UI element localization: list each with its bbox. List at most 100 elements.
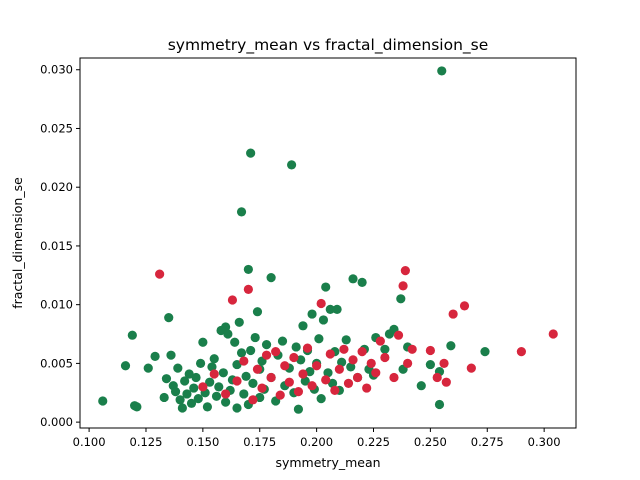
scatter-point (261, 340, 272, 350)
scatter-point (189, 383, 199, 393)
scatter-point (400, 266, 410, 276)
scatter-point (198, 382, 208, 392)
scatter-point (432, 372, 442, 383)
scatter-point (459, 301, 470, 311)
scatter-point (218, 368, 228, 378)
scatter-point (266, 372, 276, 383)
scatter-point (312, 361, 322, 371)
x-axis: 0.100 0.125 0.150 0.175 0.200 0.225 0.250 0.275… (73, 428, 561, 449)
scatter-point (120, 361, 131, 371)
scatter-point (325, 349, 335, 359)
y-tick-label: 0.000 (40, 415, 73, 429)
scatter-point (371, 368, 381, 378)
plot-frame (79, 57, 577, 429)
scatter-point (277, 336, 288, 346)
scatter-point (434, 399, 445, 410)
scatter-point (261, 350, 272, 360)
x-tick-label: 0.225 (357, 435, 390, 449)
scatter-point (293, 404, 304, 414)
scatter-point (375, 336, 385, 346)
scatter-point (330, 385, 340, 396)
scatter-point (337, 357, 347, 367)
scatter-point (339, 344, 349, 354)
x-tick-label: 0.300 (528, 435, 561, 449)
scatter-point (323, 368, 333, 378)
scatter-point (293, 386, 304, 397)
scatter-point (173, 363, 183, 373)
scatter-point (275, 390, 285, 400)
scatter-point (250, 332, 260, 343)
x-axis-label: symmetry_mean (275, 455, 380, 470)
scatter-point (246, 148, 256, 158)
scatter-point (366, 358, 376, 368)
scatter-point (230, 337, 240, 347)
scatter-point (234, 317, 244, 327)
scatter-point (380, 352, 390, 363)
scatter-point (291, 342, 301, 352)
scatter-point (271, 347, 281, 357)
scatter-point (159, 392, 169, 403)
scatter-point (287, 160, 297, 170)
scatter-point (437, 66, 447, 76)
scatter-point (300, 376, 310, 386)
scatter-point (180, 376, 190, 386)
scatter-point (284, 377, 294, 387)
scatter-point (298, 369, 308, 379)
scatter-point (343, 378, 354, 388)
scatter-point (362, 383, 372, 393)
scatter-point (248, 378, 258, 388)
scatter-point (380, 344, 390, 354)
scatter-point (448, 309, 458, 319)
scatter-point (209, 354, 219, 364)
scatter-point (221, 397, 231, 407)
scatter-point (441, 377, 451, 387)
scatter-point (357, 277, 367, 287)
scatter-point (314, 334, 324, 344)
scatter-point (143, 363, 153, 373)
x-tick-label: 0.100 (73, 435, 106, 449)
scatter-point (321, 375, 331, 385)
scatter-point (325, 304, 335, 314)
scatter-point (289, 352, 299, 363)
scatter-point (307, 309, 317, 319)
scatter-point (298, 321, 308, 331)
scatter-point (98, 396, 108, 406)
scatter-point (280, 361, 290, 371)
scatter-point (186, 398, 197, 408)
scatter-point (346, 362, 356, 372)
scatter-point (170, 386, 181, 397)
y-tick-label: 0.020 (40, 180, 73, 194)
scatter-point (516, 347, 526, 357)
scatter-point (316, 394, 326, 404)
scatter-point (221, 389, 231, 399)
scatter-point (246, 345, 256, 356)
x-tick-label: 0.250 (414, 435, 447, 449)
scatter-point (348, 355, 358, 365)
scatter-point (407, 344, 417, 354)
scatter-point (248, 395, 258, 405)
scatter-point (214, 382, 224, 392)
scatter-point (195, 358, 206, 368)
scatter-point (252, 307, 263, 317)
scatter-point (446, 341, 456, 351)
scatter-point (302, 343, 313, 353)
y-tick-label: 0.015 (40, 239, 73, 253)
scatter-point (389, 372, 399, 383)
x-tick-label: 0.150 (186, 435, 219, 449)
scatter-point (348, 274, 358, 284)
scatter-point (132, 402, 142, 412)
scatter-point (211, 391, 222, 401)
scatter-point (327, 378, 338, 388)
scatter-point (480, 347, 490, 357)
scatter-point (161, 374, 172, 384)
scatter-point (232, 359, 242, 370)
scatter-point (193, 394, 203, 404)
scatter-point (221, 322, 231, 332)
scatter-point (307, 381, 317, 391)
scatter-point (182, 389, 192, 399)
scatter-point (202, 402, 213, 412)
scatter-point (232, 403, 242, 413)
scatter-point (334, 364, 344, 374)
